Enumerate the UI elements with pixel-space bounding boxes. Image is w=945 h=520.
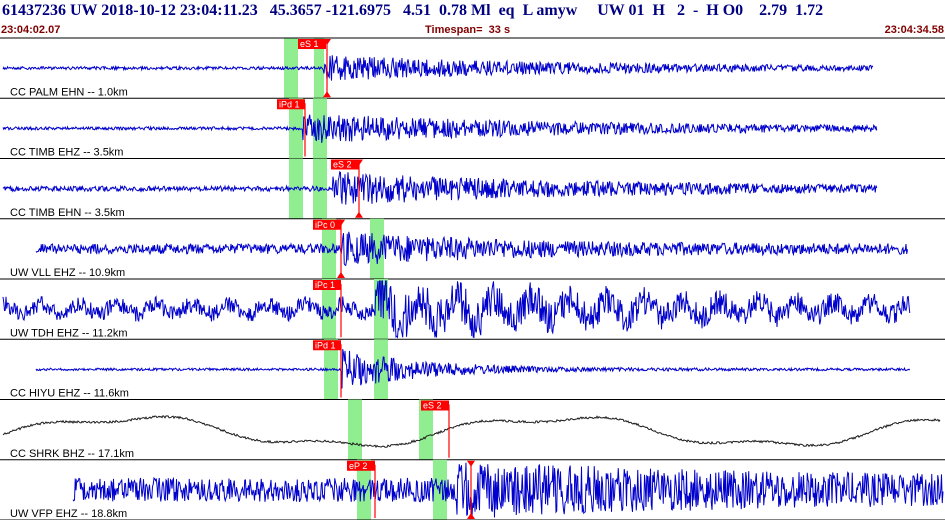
timespan-label: Timespan= 33 s <box>425 24 511 36</box>
trace-panel[interactable]: iPc 1 UW TDH EHZ -- 11.2km <box>0 279 945 340</box>
phase-window <box>284 38 298 99</box>
pick-label-box <box>277 99 305 110</box>
event-header: 61437236 UW 2018-10-12 23:04:11.23 45.36… <box>0 0 945 38</box>
pick-label: eS 2 <box>423 401 442 411</box>
pick-label: iPd 1 <box>279 99 300 109</box>
phase-window <box>324 339 338 400</box>
pick-label-box <box>313 280 341 290</box>
pick-marker-top-icon <box>355 159 363 166</box>
trace-panel[interactable]: eS 1 CC PALM EHN -- 1.0km <box>0 38 945 99</box>
seismic-trace <box>2 170 878 205</box>
trace-panel[interactable]: eS 2 CC TIMB EHN -- 3.5km <box>0 158 945 220</box>
phase-window <box>313 98 327 159</box>
channel-label: CC PALM EHN -- 1.0km <box>10 86 128 98</box>
phase-window <box>348 399 362 460</box>
seismic-trace <box>72 462 944 518</box>
start-time-label: 23:04:02.07 <box>1 24 61 36</box>
trace-panel[interactable]: eP 2 UW VFP EHZ -- 18.8km <box>0 459 945 520</box>
pick-marker-top-icon <box>337 219 345 226</box>
pick-label-box <box>313 219 341 230</box>
trace-panel[interactable]: eS 2 CC SHRK BHZ -- 17.1km <box>0 399 945 461</box>
seismic-trace <box>2 280 911 339</box>
seismic-trace <box>2 414 941 449</box>
pick-label-box <box>331 159 359 170</box>
seismic-trace <box>35 349 911 389</box>
channel-label: CC TIMB EHN -- 3.5km <box>10 207 125 219</box>
seismic-trace <box>2 114 878 143</box>
pick-marker-bottom-icon <box>467 513 475 519</box>
trace-panel[interactable]: iPd 1 CC TIMB EHZ -- 3.5km <box>0 98 945 159</box>
channel-label: CC TIMB EHZ -- 3.5km <box>10 147 123 159</box>
pick-label-box <box>347 460 375 471</box>
pick-marker-top-icon <box>323 39 331 45</box>
channel-label: UW VLL EHZ -- 10.9km <box>10 267 125 279</box>
pick-label: iPc 0 <box>315 220 335 230</box>
pick-label: eS 1 <box>300 39 319 49</box>
pick-label-box <box>421 400 449 411</box>
pick-label: eS 2 <box>333 160 352 170</box>
pick-marker-bottom-icon <box>323 91 331 98</box>
phase-window <box>357 459 371 520</box>
pick-label-box <box>313 340 341 351</box>
pick-label: iPc 1 <box>315 280 335 290</box>
pick-label: eP 2 <box>349 461 367 471</box>
channel-label: CC HIYU EHZ -- 11.6km <box>10 388 129 400</box>
pick-label-box <box>298 39 326 49</box>
channel-label: UW VFP EHZ -- 18.8km <box>10 508 127 520</box>
trace-panel[interactable]: iPc 0 UW VLL EHZ -- 10.9km <box>0 218 945 280</box>
phase-window <box>419 399 433 460</box>
seismic-trace <box>2 55 874 81</box>
event-summary-title: 61437236 UW 2018-10-12 23:04:11.23 45.36… <box>2 2 824 19</box>
phase-window <box>370 218 384 279</box>
pick-marker-bottom-icon <box>337 272 345 278</box>
end-time-label: 23:04:34.58 <box>884 24 944 36</box>
pick-marker-bottom-icon <box>355 211 363 218</box>
channel-label: UW TDH EHZ -- 11.2km <box>10 327 128 339</box>
pick-label: iPd 1 <box>315 340 336 350</box>
channel-label: CC SHRK BHZ -- 17.1km <box>10 448 134 460</box>
trace-panel[interactable]: iPd 1 CC HIYU EHZ -- 11.6km <box>0 339 945 400</box>
pick-marker-top-icon <box>467 460 475 467</box>
seismic-trace <box>35 231 908 267</box>
